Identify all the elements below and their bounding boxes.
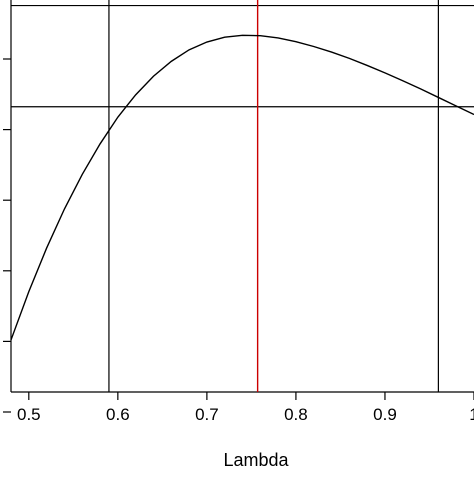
x-tick-label: 0.8 [284, 405, 308, 424]
x-tick-label: 1 [469, 405, 474, 424]
x-axis-label: Lambda [223, 450, 289, 470]
likelihood-curve [10, 34, 474, 341]
x-tick-label: 0.9 [373, 405, 397, 424]
x-tick-label: 0.7 [195, 405, 219, 424]
x-tick-label: 0.5 [17, 405, 41, 424]
y-axis [3, 58, 11, 413]
x-tick-label: 0.6 [106, 405, 130, 424]
plot-area [10, 0, 474, 393]
x-axis: 0.5 0.6 0.7 0.8 0.9 1 [17, 392, 474, 424]
